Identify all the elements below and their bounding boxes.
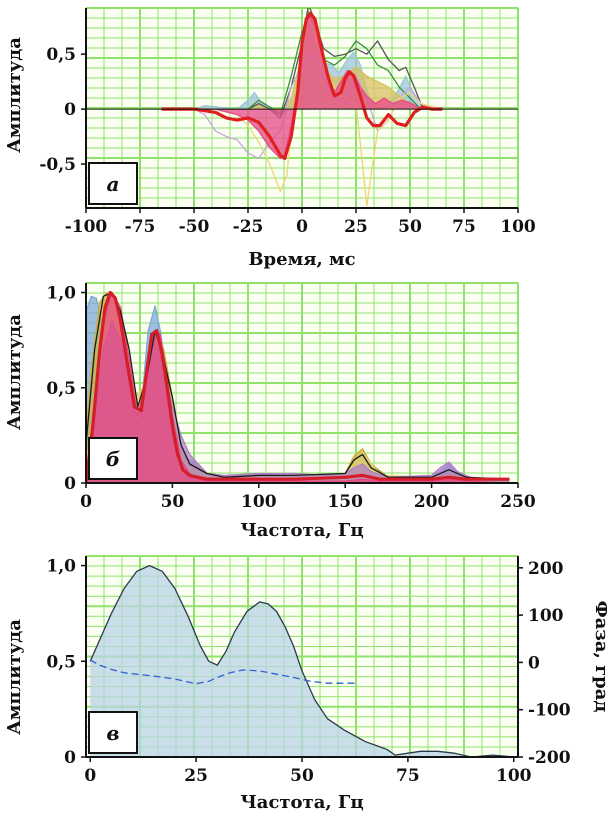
panel-b: 0 50 100 150 200 250 1,0 0,5 0 Частота, Гц Амплиту… xyxy=(4,282,536,541)
y2-tick-label: 0 xyxy=(528,653,540,673)
y-tick-label: 0 xyxy=(64,474,76,494)
panel-v: 0 25 50 75 100 1,0 0,5 0 200 100 0 -100 -200 Фаза, гр… xyxy=(4,555,607,813)
y-axis-title: Амплитуда xyxy=(4,314,25,430)
x-tick-label: 0 xyxy=(84,766,96,786)
x-axis-title: Время, мс xyxy=(248,249,355,270)
x-tick-label: 0 xyxy=(296,217,308,237)
x-tick-label: -100 xyxy=(65,217,108,237)
x-axis-title: Частота, Гц xyxy=(240,792,363,813)
y-tick-label: 0,5 xyxy=(46,379,76,399)
y-tick-label: 0,5 xyxy=(46,652,76,672)
x-tick-label: -75 xyxy=(125,217,156,237)
x-tick-label: -25 xyxy=(233,217,264,237)
x-tick-label: 25 xyxy=(344,217,368,237)
y-tick-label: 1,0 xyxy=(46,284,76,304)
series-area-7 xyxy=(161,15,443,159)
series-line-1 xyxy=(89,564,514,757)
y-axis-title: Амплитуда xyxy=(4,619,25,735)
x-tick-label: 0 xyxy=(80,492,92,512)
x-axis-title: Частота, Гц xyxy=(240,520,363,541)
y2-tick-label: 100 xyxy=(528,606,564,626)
y2-tick-label: -200 xyxy=(528,748,571,768)
x-tick-label: 75 xyxy=(452,217,476,237)
panel-tag: в xyxy=(88,711,138,754)
panel-tag-box xyxy=(88,437,138,480)
series-line-2 xyxy=(89,659,358,685)
series-group xyxy=(86,8,518,207)
x-tick-label: 50 xyxy=(290,766,314,786)
x-tick-label: 50 xyxy=(161,492,185,512)
series-line-7 xyxy=(86,290,510,483)
x-tick-label: 100 xyxy=(496,766,532,786)
y2-axis-title: Фаза, град xyxy=(591,601,607,713)
x-tick-label: 250 xyxy=(500,492,536,512)
y-tick-label: 0 xyxy=(64,748,76,768)
series-group xyxy=(89,564,514,757)
x-tick-label: 100 xyxy=(500,217,536,237)
x-tick-label: 150 xyxy=(327,492,363,512)
panel-tag-box xyxy=(88,162,138,205)
series-line-3 xyxy=(161,8,443,119)
y2-tick-label: -100 xyxy=(528,701,571,721)
y-tick-label: 0,5 xyxy=(46,45,76,65)
x-tick-label: 200 xyxy=(414,492,450,512)
series-area-1 xyxy=(90,565,514,757)
x-tick-label: 75 xyxy=(396,766,420,786)
x-tick-label: 25 xyxy=(184,766,208,786)
y-tick-label: 0 xyxy=(64,100,76,120)
panel-tag: б xyxy=(88,437,138,480)
x-tick-label: 100 xyxy=(241,492,277,512)
panel-a: -100 -75 -50 -25 0 25 50 75 100 0,5 0 -0,5 Время, мс… xyxy=(4,7,536,270)
x-tick-label: 50 xyxy=(398,217,422,237)
y-axis-title: Амплитуда xyxy=(4,37,25,153)
panel-tag-label: б xyxy=(106,447,120,471)
panel-tag-box xyxy=(88,711,138,754)
panel-tag-label: а xyxy=(107,172,120,196)
panel-tag-label: в xyxy=(106,721,119,745)
panel-tag: а xyxy=(88,162,138,205)
y-tick-label: -0,5 xyxy=(39,155,76,175)
y2-tick-label: 200 xyxy=(528,559,564,579)
series-line-6 xyxy=(86,291,510,480)
y-tick-label: 1,0 xyxy=(46,557,76,577)
x-tick-label: -50 xyxy=(179,217,210,237)
series-line-8 xyxy=(161,11,443,161)
